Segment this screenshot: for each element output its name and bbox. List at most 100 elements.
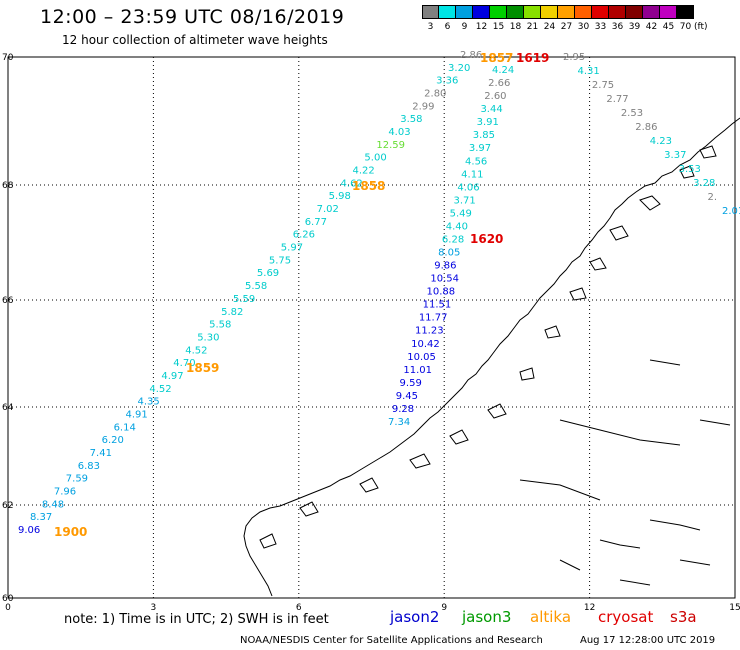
- scale-label: 27: [560, 22, 573, 32]
- wave-height-label: 3.71: [453, 195, 475, 206]
- wave-height-label: 10.05: [407, 352, 436, 363]
- wave-height-label: 5.82: [221, 307, 243, 318]
- wave-height-label: 5.69: [257, 268, 279, 279]
- scale-label: 36: [611, 22, 624, 32]
- wave-height-label: 3.97: [469, 143, 491, 154]
- wave-height-label: 8.05: [438, 248, 460, 259]
- wave-height-label: 2.: [708, 192, 718, 203]
- wave-height-label: 2.01: [722, 206, 740, 217]
- wave-height-label: 3.36: [436, 76, 458, 87]
- wave-height-label: 4.11: [461, 169, 483, 180]
- mission-jason2: jason2: [390, 608, 440, 626]
- wave-height-label: 4.62: [341, 178, 363, 189]
- wave-height-label: 3.37: [664, 150, 686, 161]
- scale-label: 21: [526, 22, 539, 32]
- wave-height-label: 9.86: [434, 261, 456, 272]
- wave-height-label: 9.06: [18, 525, 40, 536]
- pass-time-label: 1900: [54, 525, 87, 539]
- y-axis-label: 60: [2, 594, 14, 604]
- x-axis-label: 12: [584, 603, 595, 613]
- y-axis-label: 70: [2, 53, 14, 63]
- scale-label: 12: [475, 22, 488, 32]
- wave-height-label: 4.56: [465, 156, 487, 167]
- wave-height-label: 3.91: [477, 117, 499, 128]
- pass-time-label: 1857: [480, 51, 513, 65]
- wave-height-label: 10.88: [427, 287, 456, 298]
- wave-height-label: 3.58: [400, 114, 422, 125]
- wave-height-label: 3.28: [693, 178, 715, 189]
- pass-time-label: 1859: [186, 361, 219, 375]
- scale-label: 39: [628, 22, 641, 32]
- wave-height-label: 9.59: [400, 378, 422, 389]
- scale-swatch: [609, 5, 626, 19]
- coastline: [243, 117, 740, 597]
- wave-height-label: 3.44: [480, 104, 502, 115]
- wave-height-label: 7.96: [54, 486, 76, 497]
- scale-label: 45: [662, 22, 675, 32]
- wave-height-label: 4.52: [149, 384, 171, 395]
- scale-swatch: [422, 5, 439, 19]
- wave-height-label: 10.42: [411, 339, 440, 350]
- scale-swatch: [541, 5, 558, 19]
- lat-lon-grid: [7, 56, 736, 599]
- wave-height-label: 3.53: [679, 164, 701, 175]
- wave-height-label: 11.01: [403, 365, 432, 376]
- wave-height-label: 6.83: [78, 461, 100, 472]
- x-axis-label: 9: [441, 603, 447, 613]
- wave-height-label: 2.80: [424, 89, 446, 100]
- scale-label: 70: [679, 22, 692, 32]
- wave-height-label: 6.28: [442, 234, 464, 245]
- wave-height-label: 7.59: [66, 474, 88, 485]
- wave-height-label: 5.59: [233, 294, 255, 305]
- wave-height-label: 7.34: [388, 417, 410, 428]
- wave-height-label: 4.23: [650, 136, 672, 147]
- scale-swatch: [558, 5, 575, 19]
- wave-height-label: 2.66: [488, 78, 510, 89]
- x-axis-label: 6: [296, 603, 302, 613]
- wave-height-label: 6.77: [305, 217, 327, 228]
- scale-label: 9: [461, 22, 468, 32]
- scale-swatch: [473, 5, 490, 19]
- map-subtitle: 12 hour collection of altimeter wave hei…: [62, 33, 328, 47]
- wave-height-label: 4.31: [577, 66, 599, 77]
- mission-s3a: s3a: [670, 608, 697, 626]
- y-axis-label: 64: [2, 403, 14, 413]
- wave-height-label: 5.58: [245, 281, 267, 292]
- wave-height-label: 2.95: [563, 52, 585, 63]
- wave-height-label: 11.77: [419, 313, 448, 324]
- wave-height-label: 2.86: [635, 122, 657, 133]
- scale-label: 15: [492, 22, 505, 32]
- scale-label: 18: [509, 22, 522, 32]
- y-axis-label: 62: [2, 501, 13, 511]
- scale-label: 30: [577, 22, 590, 32]
- scale-label: 42: [645, 22, 658, 32]
- scale-label: 3: [427, 22, 434, 32]
- note-text: note: 1) Time is in UTC; 2) SWH is in fe…: [64, 612, 329, 627]
- wave-height-label: 9.28: [392, 404, 414, 415]
- scale-swatch: [677, 5, 694, 19]
- wave-height-label: 3.85: [473, 130, 495, 141]
- wave-height-label: 3.20: [448, 63, 470, 74]
- wave-height-label: 11.23: [415, 326, 444, 337]
- wave-height-label: 2.60: [484, 91, 506, 102]
- scale-label: 6: [444, 22, 451, 32]
- wave-height-label: 5.58: [209, 320, 231, 331]
- track-labels: 9.06 8.37 8.48 7.967.59 6.83 7.41 6.20 6.14 4.91…: [18, 50, 740, 536]
- wave-height-label: 6.14: [114, 422, 136, 433]
- scale-swatch: [439, 5, 456, 19]
- scale-swatch: [456, 5, 473, 19]
- wave-height-label: 7.41: [90, 448, 112, 459]
- time-labels: 1857 1619 1858 1620 1859 1900: [54, 51, 549, 539]
- wave-height-label: 2.86: [460, 50, 482, 61]
- wave-height-label: 12.59: [376, 140, 405, 151]
- scale-swatch: [524, 5, 541, 19]
- wave-height-label: 2.99: [412, 101, 434, 112]
- wave-height-label: 5.00: [364, 153, 386, 164]
- wave-height-label: 5.49: [450, 208, 472, 219]
- wave-height-label: 4.06: [457, 182, 479, 193]
- mission-altika: altika: [530, 608, 572, 626]
- x-axis-label: 15: [729, 603, 740, 613]
- wave-height-label: 4.03: [388, 127, 410, 138]
- wave-height-label: 4.24: [492, 65, 514, 76]
